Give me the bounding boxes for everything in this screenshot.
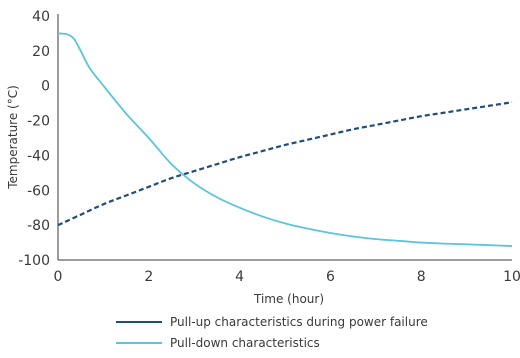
x-tick-label: 4	[235, 269, 244, 285]
y-axis-title: Temperature (°C)	[6, 85, 20, 190]
axes	[57, 14, 512, 261]
y-tick-label: -80	[27, 218, 50, 234]
x-tick-label: 6	[326, 269, 335, 285]
pull-down-series-line	[57, 32, 513, 247]
y-tick-label: 40	[32, 9, 50, 25]
y-tick-label: -100	[18, 253, 50, 269]
legend: Pull-up characteristics during power fai…	[116, 315, 428, 350]
x-tick-label: 0	[54, 269, 63, 285]
legend-label: Pull-up characteristics during power fai…	[170, 315, 428, 329]
x-axis-title: Time (hour)	[253, 292, 324, 306]
pull-up-series-line	[57, 101, 513, 227]
x-tick-label: 10	[503, 269, 520, 285]
x-tick-label: 2	[144, 269, 153, 285]
series-group	[57, 32, 513, 247]
y-tick-label: 20	[32, 44, 50, 60]
y-tick-label: -20	[27, 114, 50, 130]
x-tick-label: 8	[417, 269, 426, 285]
legend-label: Pull-down characteristics	[170, 336, 320, 350]
y-tick-label: 0	[41, 79, 50, 95]
y-tick-label: -60	[27, 183, 50, 199]
y-tick-label: -40	[27, 148, 50, 164]
